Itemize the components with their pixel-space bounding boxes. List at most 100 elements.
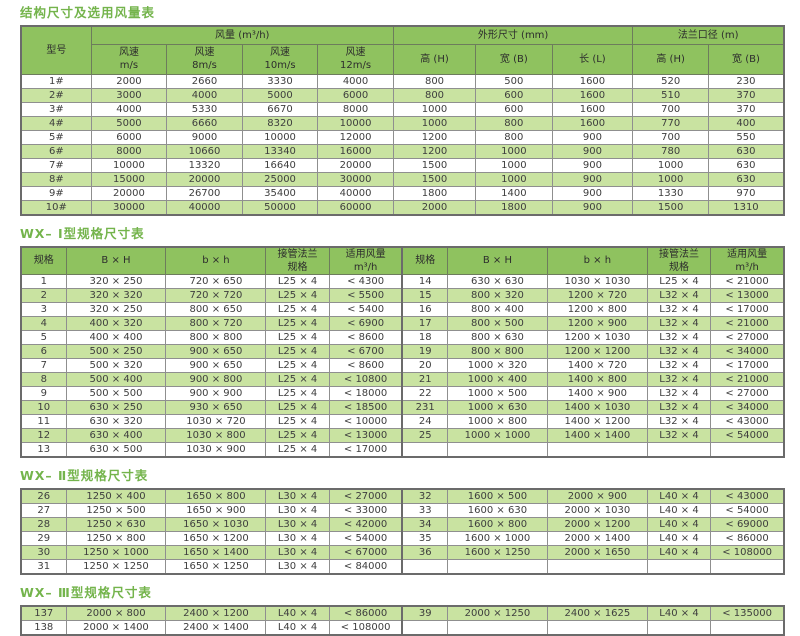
table-cell: 13340	[241, 143, 319, 159]
table-cell: 25	[401, 428, 448, 443]
table-cell: 3	[20, 302, 67, 317]
table-cell: 630	[707, 157, 785, 173]
table-cell	[446, 620, 548, 636]
table-cell: 33	[401, 503, 448, 518]
table-row: 137 2000 × 800 2400 × 1200 L40 × 4 < 860…	[20, 605, 785, 621]
table-cell: 900	[551, 185, 634, 201]
table-row: 6 500 × 250 900 × 650 L25 × 4 < 6700 19 …	[20, 344, 785, 359]
table-cell: 16	[401, 302, 448, 317]
table-cell: 20	[401, 358, 448, 373]
table-cell: 800 × 630	[446, 330, 548, 345]
table-cell: < 34000	[710, 344, 785, 359]
table-cell: 900	[551, 199, 634, 215]
header-sub-row: 风速 m/s 风速 8m/s 风速 10m/s 风速 12m/s 高 (H) 宽…	[21, 43, 785, 75]
table-cell: 400	[707, 115, 785, 131]
table-cell: L32 × 4	[646, 330, 712, 345]
table-cell: 1650 × 1030	[165, 517, 267, 532]
table-cell: 20000	[166, 171, 243, 187]
header-group-row: 型号 风量 (m³/h) 外形尺寸 (mm) 法兰口径 (m)	[20, 25, 785, 75]
table-cell: < 67000	[328, 545, 403, 560]
table-cell: < 34000	[710, 400, 785, 415]
table-cell: L32 × 4	[646, 316, 712, 331]
table-cell: 5000	[90, 115, 168, 131]
table-cell: 1000 × 320	[446, 358, 548, 373]
table-cell: < 6700	[328, 344, 403, 359]
table-cell: 630	[707, 143, 785, 159]
table-cell: 900 × 900	[165, 386, 267, 401]
table-cell: 1#	[20, 73, 92, 89]
table-cell: 1000	[392, 115, 477, 131]
table-cell: < 84000	[328, 559, 403, 575]
table-cell: < 21000	[710, 316, 785, 331]
table-cell: 1000 × 400	[446, 372, 548, 387]
table-cell: 320 × 250	[65, 302, 167, 317]
table-cell: 320 × 250	[65, 274, 167, 289]
table-cell: 25000	[241, 171, 319, 187]
table-cell: 2000 × 1250	[446, 605, 548, 621]
table-cell: 1600 × 630	[446, 503, 548, 518]
table-cell: 4000	[90, 101, 168, 117]
col-header-height-h: 高 (H)	[392, 43, 477, 75]
table-cell	[546, 559, 648, 575]
table-cell: < 13000	[328, 428, 403, 443]
table-cell: 39	[401, 605, 448, 621]
table-cell: < 8600	[328, 358, 403, 373]
col-header-model: 型号	[20, 25, 92, 75]
table-cell: < 42000	[328, 517, 403, 532]
table-cell: L32 × 4	[646, 358, 712, 373]
col-header-flange-spec: 接管法兰 规格	[265, 246, 330, 275]
table-row: 1# 2000 2660 3330 4000 800 500 1600 520 …	[20, 73, 785, 89]
table-cell: < 54000	[710, 428, 785, 443]
table-row: 31 1250 × 1250 1650 × 1250 L30 × 4 < 840…	[20, 559, 785, 575]
table-cell: 1650 × 1250	[165, 559, 267, 575]
table-cell: 13	[20, 442, 67, 458]
table-cell: 2000 × 1200	[546, 517, 648, 532]
table-row: 1 320 × 250 720 × 650 L25 × 4 < 4300 14 …	[20, 274, 785, 289]
table-row: 7 500 × 320 900 × 650 L25 × 4 < 8600 20 …	[20, 358, 785, 373]
table-cell: L40 × 4	[646, 517, 712, 532]
table-cell: 1000 × 800	[446, 414, 548, 429]
table-cell: 13320	[166, 157, 243, 173]
table-cell: 137	[20, 605, 67, 621]
table-cell: L40 × 4	[646, 605, 712, 621]
table-cell: 4	[20, 316, 67, 331]
table-cell: 900 × 650	[165, 344, 267, 359]
table-cell: 630	[707, 171, 785, 187]
wx3-table-title: WX– Ⅲ型规格尺寸表	[20, 585, 152, 600]
table-cell: < 108000	[710, 545, 785, 560]
table-cell: 630 × 630	[446, 274, 548, 289]
table-cell: L30 × 4	[265, 503, 330, 518]
table-cell: 1	[20, 274, 67, 289]
table-row: 2 320 × 320 720 × 720 L25 × 4 < 5500 15 …	[20, 288, 785, 303]
table-cell: 27	[20, 503, 67, 518]
table-cell: L25 × 4	[265, 288, 330, 303]
table-cell: 6670	[241, 101, 319, 117]
table-cell: 22	[401, 386, 448, 401]
table-cell: < 6900	[328, 316, 403, 331]
table-cell: 1200 × 1030	[546, 330, 648, 345]
col-header-spec: 规格	[401, 246, 448, 275]
table-cell: 700	[632, 101, 709, 117]
table-cell: 1200 × 900	[546, 316, 648, 331]
table-cell: 6660	[166, 115, 243, 131]
table-cell: < 86000	[328, 605, 403, 621]
col-header-windspeed: 风速 m/s	[90, 43, 168, 75]
table-cell: 2400 × 1200	[165, 605, 267, 621]
table-cell: L32 × 4	[646, 302, 712, 317]
table-cell	[401, 620, 448, 636]
wx1-spec-table: 规格 B × H b × h 接管法兰 规格 适用风量 m³/h 规格 B × …	[20, 245, 785, 458]
table-cell: 1600 × 800	[446, 517, 548, 532]
table-row: 29 1250 × 800 1650 × 1200 L30 × 4 < 5400…	[20, 531, 785, 546]
table-cell: 35400	[241, 185, 319, 201]
table-cell: L25 × 4	[265, 414, 330, 429]
table-cell: < 21000	[710, 372, 785, 387]
table-cell: < 17000	[710, 302, 785, 317]
table-cell: 1030 × 800	[165, 428, 267, 443]
table-cell: 9	[20, 386, 67, 401]
table-row: 12 630 × 400 1030 × 800 L25 × 4 < 13000 …	[20, 428, 785, 443]
table-row: 5 400 × 400 800 × 800 L25 × 4 < 8600 18 …	[20, 330, 785, 345]
table-cell: L40 × 4	[646, 545, 712, 560]
table-cell: 8	[20, 372, 67, 387]
table-row: 10# 30000 40000 50000 60000 2000 1800 90…	[20, 199, 785, 215]
table-row: 9 500 × 500 900 × 900 L25 × 4 < 18000 22…	[20, 386, 785, 401]
